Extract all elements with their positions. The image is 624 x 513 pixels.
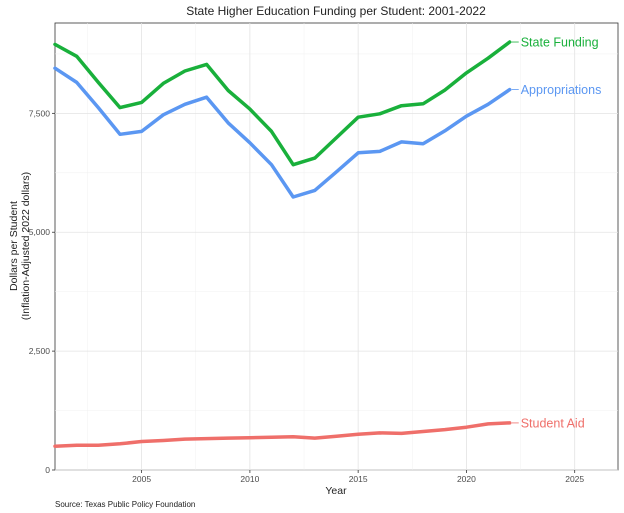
y-tick-label: 2,500 [29, 346, 51, 356]
x-tick-label: 2005 [132, 474, 151, 484]
y-tick-label: 5,000 [29, 227, 51, 237]
grid [55, 23, 618, 471]
y-tick-label: 0 [45, 465, 50, 475]
x-tick-label: 2025 [565, 474, 584, 484]
x-axis-title: Year [325, 485, 347, 497]
series-labels: State Funding Appropriations Student Aid [511, 36, 602, 430]
y-axis-title: Dollars per Student (Inflation-Adjusted … [8, 172, 32, 320]
series-label-state-funding: State Funding [521, 36, 599, 50]
y-axis-title-line-1: Dollars per Student [8, 201, 20, 291]
y-tick-label: 7,500 [29, 108, 51, 118]
axis-ticks: 2005 2010 2015 2020 2025 0 2,500 5,000 7,500 [29, 108, 585, 484]
x-tick-label: 2015 [349, 474, 368, 484]
x-tick-label: 2010 [240, 474, 259, 484]
x-tick-label: 2020 [457, 474, 476, 484]
chart-title: State Higher Education Funding per Stude… [186, 4, 486, 18]
series-line-student-aid [53, 421, 512, 448]
source-note: Source: Texas Public Policy Foundation [55, 500, 195, 509]
series-line-appropriations [53, 66, 512, 199]
series-line-state-funding [53, 40, 512, 167]
series-lines [53, 40, 512, 448]
series-label-student-aid: Student Aid [521, 416, 585, 430]
series-label-appropriations: Appropriations [521, 83, 602, 97]
y-axis-title-line-2: (Inflation-Adjusted 2022 dollars) [20, 172, 32, 320]
